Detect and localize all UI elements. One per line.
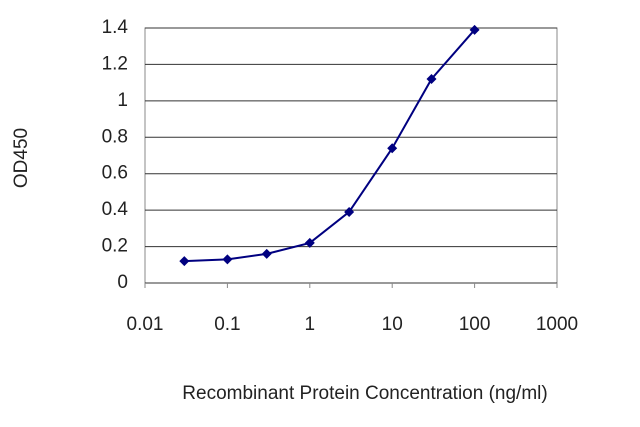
y-tick-label: 0.2	[102, 236, 128, 257]
y-tick-label: 1	[117, 90, 128, 111]
data-point	[222, 254, 233, 265]
y-tick-label: 0.8	[102, 126, 128, 147]
x-tick-label: 0.01	[127, 314, 164, 335]
y-tick-label: 0	[117, 272, 128, 293]
y-tick-label: 1.4	[102, 17, 129, 38]
plot-area	[144, 27, 558, 284]
data-point	[261, 248, 272, 259]
data-point	[304, 237, 315, 248]
data-point	[469, 24, 480, 35]
data-point	[344, 206, 355, 217]
data-line	[184, 29, 476, 263]
y-tick-label: 1.2	[102, 53, 128, 74]
data-point	[387, 143, 398, 154]
y-axis-label: OD450	[11, 128, 32, 188]
y-tick-label: 0.6	[102, 163, 128, 184]
x-tick-label: 100	[459, 314, 491, 335]
x-tick-label: 1000	[536, 314, 578, 335]
x-tick-label: 10	[382, 314, 403, 335]
y-tick-label: 0.4	[102, 199, 129, 220]
x-tick-label: 1	[305, 314, 316, 335]
x-tick-label: 0.1	[214, 314, 240, 335]
data-point	[179, 256, 190, 267]
data-point	[426, 74, 437, 84]
x-axis-label: Recombinant Protein Concentration (ng/ml…	[182, 383, 547, 404]
